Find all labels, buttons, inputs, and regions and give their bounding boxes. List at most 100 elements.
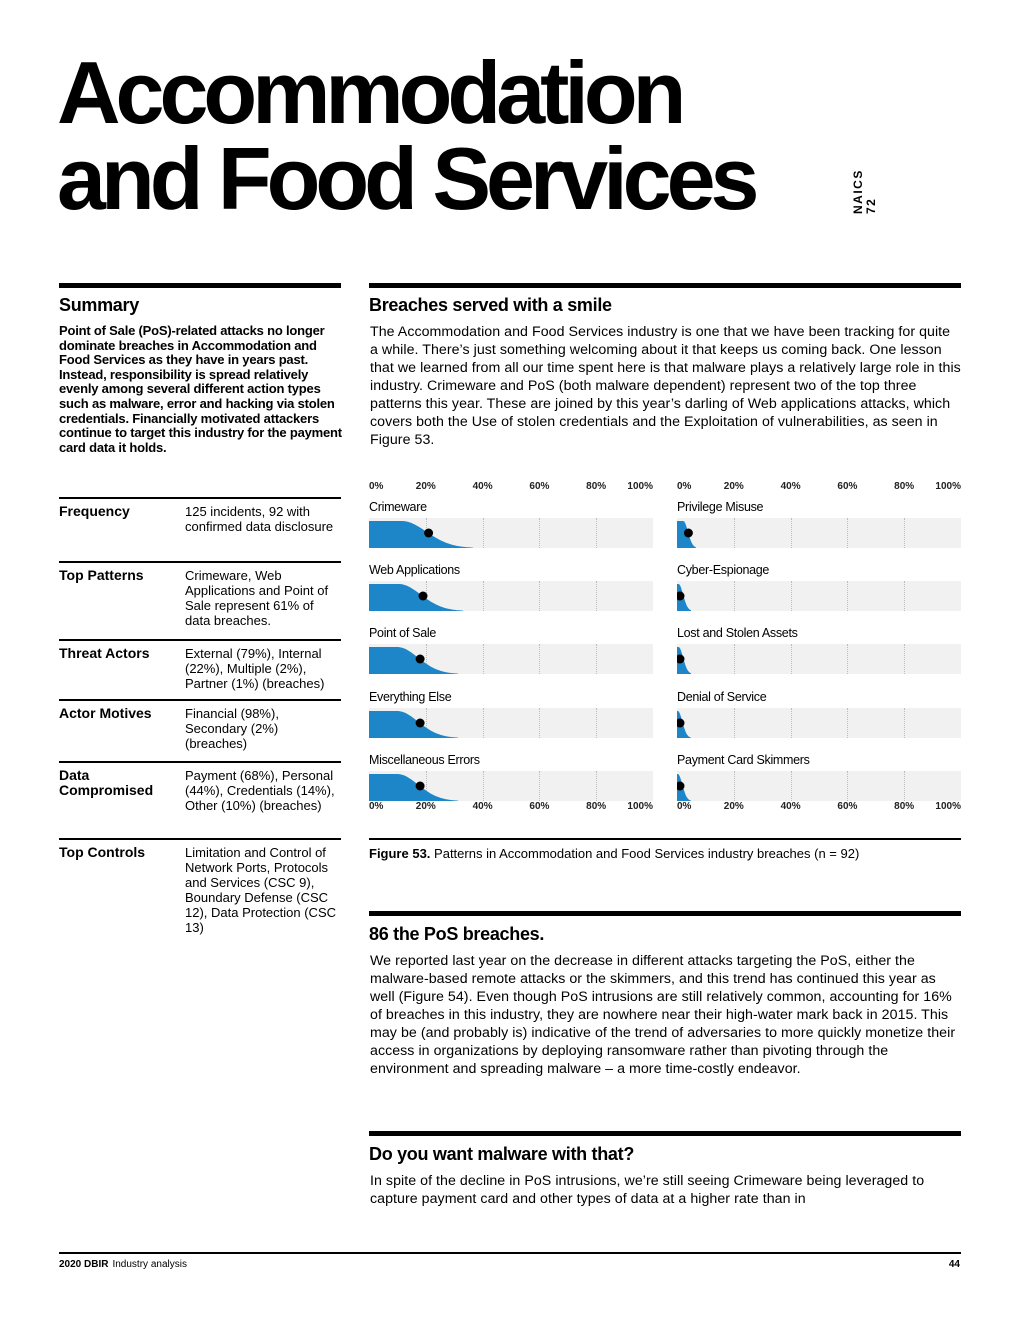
- x-tick-label: 20%: [723, 481, 744, 492]
- x-tick-label: 20%: [723, 801, 744, 812]
- chart-panel: Privilege Misuse: [677, 500, 961, 556]
- gridline: [482, 770, 484, 801]
- figure-caption: Figure 53. Patterns in Accommodation and…: [369, 846, 859, 862]
- fact-row: Top Controls Limitation and Control of N…: [59, 838, 341, 938]
- chart-panel: Denial of Service: [677, 690, 961, 746]
- x-tick-label: 0%: [369, 481, 384, 492]
- gridline: [733, 644, 735, 675]
- density-area: [677, 584, 691, 612]
- summary-heading: Summary: [59, 295, 139, 315]
- gridline: [539, 581, 541, 612]
- value-point: [683, 528, 693, 538]
- panel-track: [369, 707, 653, 738]
- naics-code: 72: [864, 197, 878, 214]
- page-title-line-2: and Food Services: [57, 129, 759, 228]
- density-area: [369, 584, 463, 612]
- x-tick-label: 20%: [415, 801, 436, 812]
- gridline: [847, 707, 849, 738]
- gridline: [733, 518, 735, 548]
- density-area: [369, 773, 458, 801]
- x-tick-label: 0%: [677, 801, 692, 812]
- value-point: [415, 781, 425, 791]
- x-tick-label: 80%: [894, 481, 915, 492]
- density-area: [677, 710, 691, 738]
- value-point: [418, 591, 428, 601]
- series-label: Privilege Misuse: [677, 500, 764, 514]
- gridline: [425, 644, 427, 675]
- x-tick-label: 80%: [586, 801, 607, 812]
- x-tick-label: 60%: [837, 481, 858, 492]
- section1-rule: [369, 283, 961, 288]
- gridline: [539, 707, 541, 738]
- fact-row: Data Compromised Payment (68%), Personal…: [59, 761, 341, 838]
- page-title: Accommodation and Food Services: [57, 49, 847, 228]
- series-label: Payment Card Skimmers: [677, 752, 810, 767]
- series-label: Point of Sale: [369, 626, 436, 641]
- fact-value: Payment (68%), Personal (44%), Credentia…: [185, 768, 335, 813]
- x-axis: 0% 20% 40% 60% 80% 100%: [677, 801, 961, 815]
- x-tick-label: 60%: [529, 481, 550, 492]
- gridline: [904, 644, 906, 675]
- gridline: [790, 644, 792, 675]
- footer-report: 2020 DBIR: [59, 1259, 109, 1270]
- series-label: Lost and Stolen Assets: [677, 626, 798, 641]
- gridline: [482, 518, 484, 548]
- gridline: [790, 518, 792, 548]
- gridline: [790, 770, 792, 801]
- fact-row: Top Patterns Crimeware, Web Applications…: [59, 561, 341, 639]
- figure-caption-text: Patterns in Accommodation and Food Servi…: [434, 846, 860, 861]
- x-axis: 0% 20% 40% 60% 80% 100%: [369, 481, 653, 495]
- gridline: [596, 770, 598, 801]
- footer-label: 2020 DBIR Industry analysis: [59, 1259, 187, 1270]
- fact-row: Actor Motives Financial (98%), Secondary…: [59, 699, 341, 761]
- panel-track: [369, 518, 653, 548]
- gridline: [847, 518, 849, 548]
- gridline: [904, 581, 906, 612]
- series-label: Everything Else: [369, 689, 452, 704]
- facts-table: Frequency 125 incidents, 92 with confirm…: [59, 497, 341, 938]
- gridline: [847, 770, 849, 801]
- gridline: [733, 707, 735, 738]
- chart-panel: Payment Card Skimmers: [677, 753, 961, 809]
- series-label: Cyber-Espionage: [677, 563, 770, 578]
- chart-panel: Cyber-Espionage: [677, 563, 961, 619]
- chart-panel: Point of Sale: [369, 626, 653, 682]
- panel-track: [677, 770, 961, 801]
- series-label: Denial of Service: [677, 689, 767, 704]
- series-label: Miscellaneous Errors: [369, 752, 480, 767]
- figure-rule: [369, 838, 961, 840]
- density-area: [369, 647, 458, 675]
- x-tick-label: 40%: [780, 801, 801, 812]
- gridline: [539, 770, 541, 801]
- fact-value: Crimeware, Web Applications and Point of…: [185, 568, 329, 628]
- density-area: [369, 710, 458, 738]
- figure-caption-label: Figure 53.: [369, 846, 431, 861]
- section1-heading: Breaches served with a smile: [369, 295, 612, 315]
- fact-value: Financial (98%), Secondary (2%) (breache…: [185, 706, 279, 751]
- gridline: [733, 770, 735, 801]
- gridline: [539, 518, 541, 548]
- section3-text: In spite of the decline in PoS intrusion…: [370, 1173, 925, 1207]
- x-tick-label: 100%: [627, 481, 653, 492]
- x-axis: 0% 20% 40% 60% 80% 100%: [677, 481, 961, 495]
- section3-heading: Do you want malware with that?: [369, 1144, 635, 1164]
- figure-53-chart: 0% 20% 40% 60% 80% 100% 0% 20% 40% 60% 80% 100% 0% 20…: [369, 478, 961, 818]
- summary-text: Point of Sale (PoS)-related attacks no l…: [59, 323, 342, 455]
- panel-track: [677, 707, 961, 738]
- x-tick-label: 100%: [627, 801, 653, 812]
- x-tick-label: 100%: [935, 801, 961, 812]
- gridline: [847, 644, 849, 675]
- section1-text: The Accommodation and Food Services indu…: [370, 324, 961, 448]
- panel-track: [677, 644, 961, 675]
- fact-label: Top Controls: [59, 844, 146, 860]
- gridline: [425, 707, 427, 738]
- fact-label: Data Compromised: [59, 767, 154, 798]
- value-point: [677, 591, 685, 601]
- chart-panel: Web Applications: [369, 563, 653, 619]
- gridline: [904, 707, 906, 738]
- gridline: [790, 581, 792, 612]
- value-point: [677, 718, 685, 728]
- gridline: [596, 518, 598, 548]
- gridline: [596, 581, 598, 612]
- fact-label: Threat Actors: [59, 645, 150, 661]
